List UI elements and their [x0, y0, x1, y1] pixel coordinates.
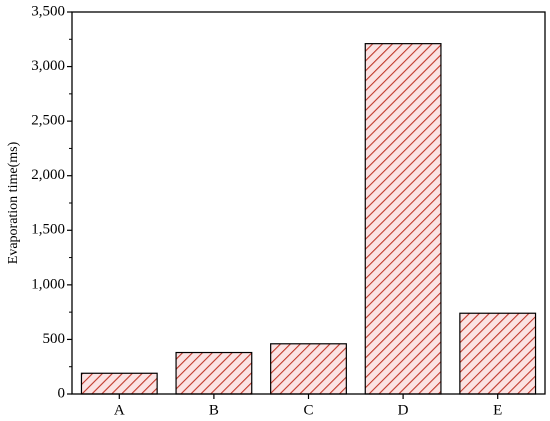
plot-frame — [71, 11, 546, 395]
bar — [80, 372, 158, 395]
y-tick-label: 2,000 — [31, 167, 65, 183]
y-tick-label: 1,000 — [31, 276, 65, 292]
y-tick-label: 3,000 — [31, 58, 65, 74]
y-tick-label: 2,500 — [31, 113, 65, 129]
y-tick-label: 1,500 — [31, 222, 65, 238]
x-tick-label: C — [303, 402, 313, 418]
x-tick-label: B — [209, 402, 219, 418]
y-tick-label: 0 — [58, 385, 66, 401]
y-axis-label: Evaporation time(ms) — [6, 141, 21, 264]
x-tick-label: E — [493, 402, 502, 418]
y-tick-label: 3,500 — [31, 3, 65, 19]
x-tick-label: D — [398, 402, 409, 418]
bar — [364, 43, 442, 395]
x-tick-label: A — [114, 402, 125, 418]
bar — [175, 351, 253, 395]
y-tick-label: 500 — [43, 331, 66, 347]
bar — [270, 343, 347, 395]
bar — [459, 312, 537, 395]
